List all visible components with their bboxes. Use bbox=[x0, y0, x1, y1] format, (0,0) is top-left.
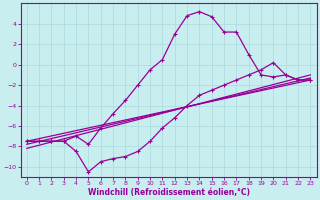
X-axis label: Windchill (Refroidissement éolien,°C): Windchill (Refroidissement éolien,°C) bbox=[88, 188, 250, 197]
